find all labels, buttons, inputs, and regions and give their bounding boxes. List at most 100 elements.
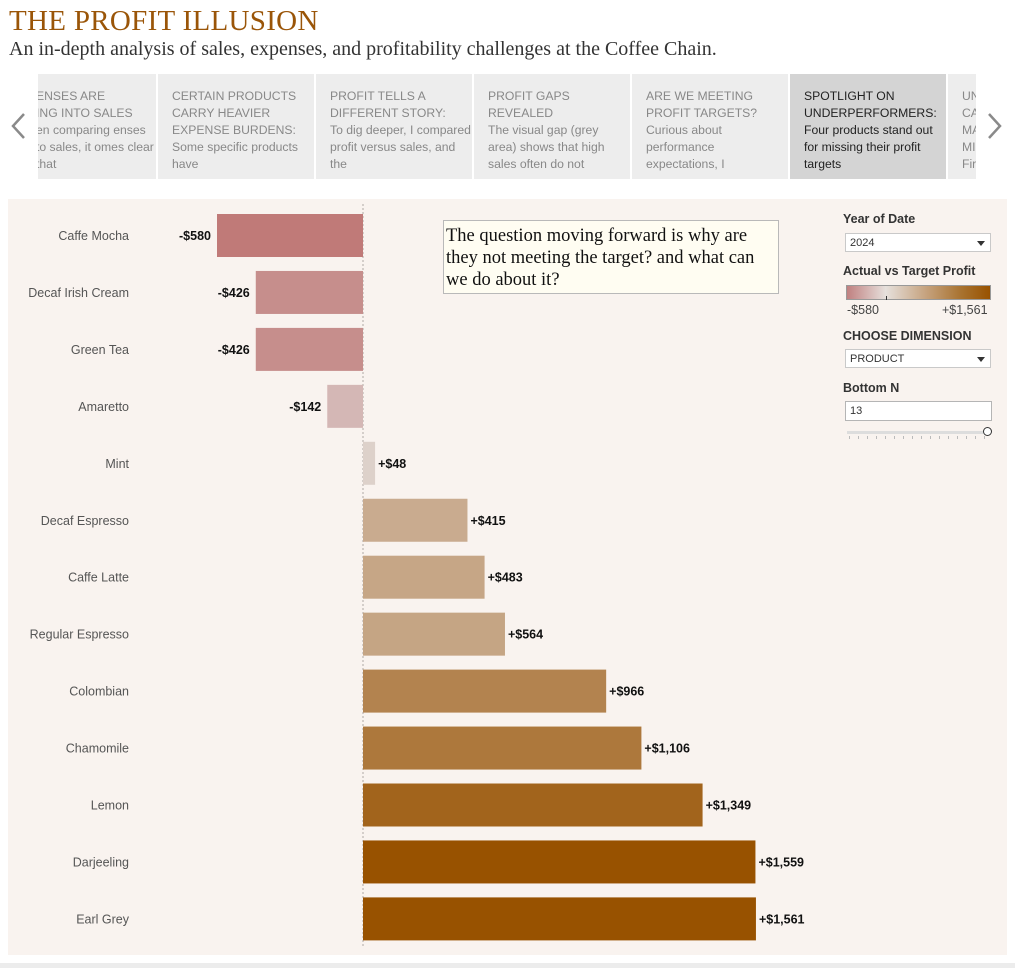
value-label: -$580 xyxy=(179,229,211,243)
story-point-heading: ARE WE MEETING PROFIT TARGETS? xyxy=(646,89,758,120)
value-label: +$1,349 xyxy=(706,799,752,813)
slider-tick xyxy=(858,436,859,439)
bar[interactable] xyxy=(363,726,642,770)
category-label: Caffe Mocha xyxy=(58,229,129,243)
bar[interactable] xyxy=(363,897,756,941)
dimension-label: CHOOSE DIMENSION xyxy=(843,329,972,343)
slider-tick xyxy=(966,436,967,439)
legend-title: Actual vs Target Profit xyxy=(843,264,976,278)
category-label: Chamomile xyxy=(66,742,129,756)
value-label: -$426 xyxy=(218,343,250,357)
year-dropdown-value: 2024 xyxy=(850,237,875,249)
category-label: Amaretto xyxy=(78,400,129,414)
story-navigator: ENSES ARE ING INTO SALES en comparing en… xyxy=(38,74,976,179)
story-point-text: en comparing enses to sales, it omes cle… xyxy=(38,123,154,171)
year-filter-label: Year of Date xyxy=(843,212,916,226)
story-point-heading: UN CA MA MI xyxy=(962,89,976,154)
bar[interactable] xyxy=(363,612,505,656)
story-point-text: Some specific products have xyxy=(172,140,298,171)
chevron-right-icon xyxy=(988,113,1002,139)
value-label: +$1,559 xyxy=(758,855,804,869)
category-label: Earl Grey xyxy=(76,912,130,926)
dashboard-panel xyxy=(8,199,1007,955)
bottom-n-slider-handle[interactable] xyxy=(983,427,992,436)
category-label: Mint xyxy=(105,457,129,471)
bar[interactable] xyxy=(363,498,468,542)
slider-tick xyxy=(894,436,895,439)
slider-tick xyxy=(903,436,904,439)
footer-bar xyxy=(0,963,1015,968)
dimension-dropdown[interactable]: PRODUCT xyxy=(845,349,991,368)
chevron-down-icon xyxy=(977,357,985,362)
profit-vs-target-bar-chart: Caffe Mocha -$580 Decaf Irish Cream -$426 Gr… xyxy=(28,204,805,947)
story-point-heading: ENSES ARE ING INTO SALES xyxy=(38,89,133,120)
dashboard-subtitle: An in-depth analysis of sales, expenses,… xyxy=(9,38,717,60)
slider-tick xyxy=(921,436,922,439)
bar[interactable] xyxy=(363,783,703,827)
chevron-left-icon xyxy=(11,113,25,139)
value-label: +$48 xyxy=(378,457,406,471)
story-point-2[interactable]: CERTAIN PRODUCTS CARRY HEAVIER EXPENSE B… xyxy=(158,74,314,179)
category-label: Regular Espresso xyxy=(30,628,129,642)
story-point-text: The visual gap (grey area) shows that hi… xyxy=(488,123,605,171)
bar[interactable] xyxy=(327,384,363,428)
story-point-1[interactable]: ENSES ARE ING INTO SALES en comparing en… xyxy=(38,74,156,179)
category-label: Darjeeling xyxy=(73,855,129,869)
bottom-n-slider[interactable] xyxy=(847,431,987,434)
slider-tick xyxy=(984,436,985,439)
slider-tick xyxy=(849,436,850,439)
legend-max-label: +$1,561 xyxy=(942,303,988,317)
category-label: Decaf Irish Cream xyxy=(28,286,129,300)
legend-min-label: -$580 xyxy=(847,303,879,317)
dashboard-title: THE PROFIT ILLUSION xyxy=(9,5,319,37)
story-point-text: Four products stand out for missing thei… xyxy=(804,123,933,171)
slider-tick xyxy=(939,436,940,439)
slider-tick xyxy=(948,436,949,439)
value-label: +$483 xyxy=(488,571,523,585)
story-next-arrow[interactable] xyxy=(983,108,1005,144)
story-point-heading: PROFIT GAPS REVEALED xyxy=(488,89,570,120)
story-point-heading: PROFIT TELLS A DIFFERENT STORY: xyxy=(330,89,446,120)
story-point-heading: SPOTLIGHT ON UNDERPERFORMERS: xyxy=(804,89,937,120)
bottom-n-label: Bottom N xyxy=(843,381,900,395)
slider-tick xyxy=(975,436,976,439)
story-point-3[interactable]: PROFIT TELLS A DIFFERENT STORY: To dig d… xyxy=(316,74,472,179)
category-label: Lemon xyxy=(91,799,129,813)
category-label: Green Tea xyxy=(71,343,129,357)
bar[interactable] xyxy=(363,669,607,713)
slider-tick xyxy=(867,436,868,439)
value-label: +$966 xyxy=(609,685,644,699)
slider-tick xyxy=(876,436,877,439)
bar[interactable] xyxy=(363,840,756,884)
chevron-down-icon xyxy=(977,241,985,246)
story-point-text: Fir xyxy=(962,157,976,171)
bar[interactable] xyxy=(217,214,363,257)
story-point-text: To dig deeper, I compared profit versus … xyxy=(330,123,471,171)
slider-tick xyxy=(885,436,886,439)
story-point-5[interactable]: ARE WE MEETING PROFIT TARGETS? Curious a… xyxy=(632,74,788,179)
story-point-text: Curious about performance expectations, … xyxy=(646,123,725,171)
story-point-heading: CERTAIN PRODUCTS CARRY HEAVIER EXPENSE B… xyxy=(172,89,297,137)
slider-tick xyxy=(930,436,931,439)
category-label: Colombian xyxy=(69,685,129,699)
bar[interactable] xyxy=(363,555,485,599)
legend-zero-tick xyxy=(886,296,887,300)
value-label: +$1,561 xyxy=(759,912,805,926)
dimension-dropdown-value: PRODUCT xyxy=(850,353,905,365)
slider-tick xyxy=(912,436,913,439)
story-point-4[interactable]: PROFIT GAPS REVEALED The visual gap (gre… xyxy=(474,74,630,179)
category-label: Caffe Latte xyxy=(68,571,129,585)
story-point-6-active[interactable]: SPOTLIGHT ON UNDERPERFORMERS: Four produ… xyxy=(790,74,946,179)
category-label: Decaf Espresso xyxy=(41,514,129,528)
story-point-7[interactable]: UN CA MA MI Fir xyxy=(948,74,976,179)
story-prev-arrow[interactable] xyxy=(8,108,30,144)
year-dropdown[interactable]: 2024 xyxy=(845,233,991,252)
bar[interactable] xyxy=(255,327,363,371)
bar[interactable] xyxy=(363,441,376,485)
color-legend-gradient xyxy=(846,285,991,300)
slider-tick xyxy=(957,436,958,439)
value-label: +$415 xyxy=(470,514,505,528)
value-label: -$142 xyxy=(289,400,321,414)
bottom-n-input[interactable]: 13 xyxy=(845,401,992,421)
bar[interactable] xyxy=(255,270,363,314)
